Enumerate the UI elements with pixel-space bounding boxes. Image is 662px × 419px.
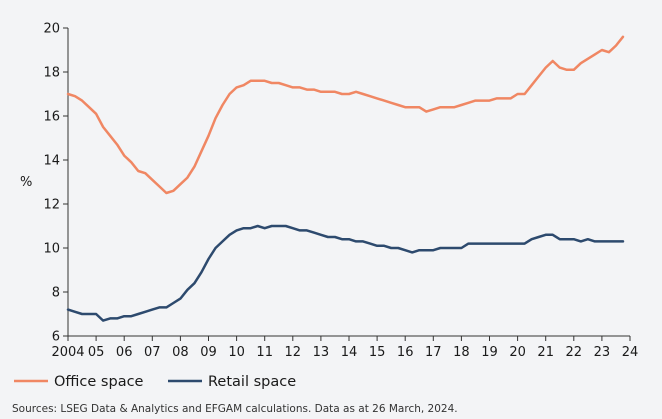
x-tick-label: 18 [453, 345, 470, 360]
x-tick-label: 21 [537, 345, 554, 360]
axes: 6 8 10 12 14 16 18 20 2004 05 06 07 08 09 10 11 12 13 14 15… [43, 22, 638, 361]
x-tick-label: 12 [285, 345, 302, 360]
x-tick-label: 14 [341, 345, 358, 360]
x-tick-label: 22 [566, 345, 583, 360]
y-tick-label: 14 [43, 154, 60, 169]
x-tick-label: 07 [144, 345, 161, 360]
y-tick-label: 12 [43, 198, 60, 213]
y-tick-label: 18 [43, 66, 60, 81]
source-note: Sources: LSEG Data & Analytics and EFGAM… [12, 403, 458, 415]
y-tick-label: 10 [43, 242, 60, 257]
legend-retail-label: Retail space [208, 374, 296, 390]
series-lines [66, 35, 625, 322]
x-tick-label: 13 [313, 345, 330, 360]
x-tick-label: 17 [425, 345, 442, 360]
x-tick-label: 2004 [51, 345, 84, 360]
x-tick-label: 15 [369, 345, 386, 360]
x-tick-label: 19 [481, 345, 498, 360]
y-tick-label: 6 [52, 330, 60, 345]
x-tick-label: 23 [594, 345, 611, 360]
legend-office-label: Office space [54, 374, 144, 390]
x-tick-label: 06 [116, 345, 133, 360]
y-tick-label: 8 [52, 286, 60, 301]
x-tick-label: 08 [172, 345, 189, 360]
x-tick-label: 10 [228, 345, 245, 360]
series-line-retail-space [66, 224, 625, 322]
legend: Office space Retail space [14, 374, 296, 390]
x-tick-label: 20 [509, 345, 526, 360]
x-tick-label: 24 [622, 345, 639, 360]
y-axis-label: % [20, 175, 32, 190]
x-tick-label: 05 [88, 345, 105, 360]
y-tick-label: 16 [43, 110, 60, 125]
x-tick-label: 11 [256, 345, 273, 360]
y-tick-label: 20 [43, 22, 60, 37]
x-tick-label: 09 [200, 345, 217, 360]
x-tick-label: 16 [397, 345, 414, 360]
series-line-office-space [66, 35, 625, 195]
